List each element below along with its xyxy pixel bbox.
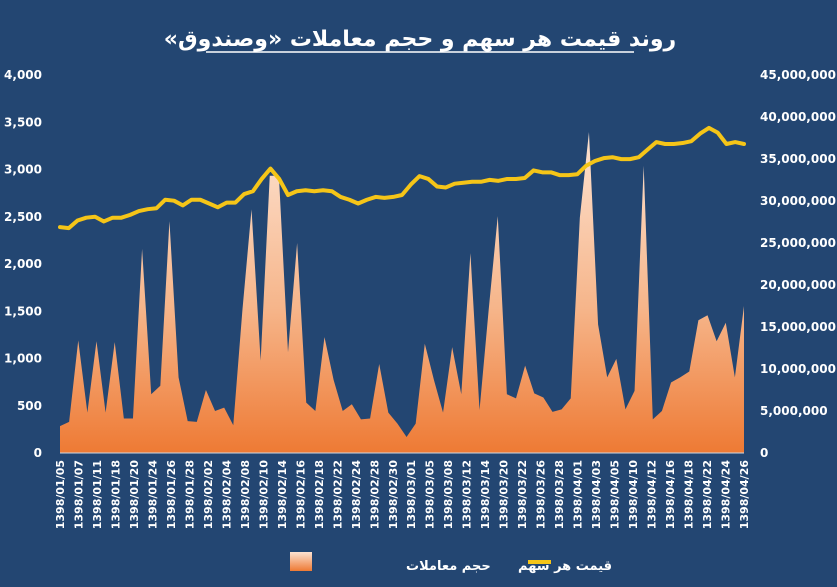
x-tick-label-15: 1398/02/22 bbox=[331, 460, 344, 529]
x-tick-label-19: 1398/03/01 bbox=[405, 460, 418, 529]
x-tick-label-6: 1398/01/26 bbox=[165, 460, 178, 530]
x-tick-label-33: 1398/04/16 bbox=[664, 460, 677, 530]
left-tick-label-7: 3,500 bbox=[4, 115, 42, 129]
left-tick-label-3: 1,500 bbox=[4, 304, 42, 318]
x-tick-label-29: 1398/04/03 bbox=[590, 460, 603, 529]
right-tick-label-7: 35,000,000 bbox=[760, 152, 836, 166]
right-tick-label-8: 40,000,000 bbox=[760, 110, 836, 124]
x-tick-label-20: 1398/03/05 bbox=[424, 460, 437, 529]
x-tick-label-4: 1398/01/20 bbox=[128, 460, 141, 530]
x-tick-label-13: 1398/02/16 bbox=[294, 460, 307, 530]
right-tick-label-6: 30,000,000 bbox=[760, 194, 836, 208]
x-tick-label-24: 1398/03/20 bbox=[498, 460, 511, 530]
right-tick-label-3: 15,000,000 bbox=[760, 320, 836, 334]
right-tick-label-0: 0 bbox=[760, 446, 768, 460]
left-tick-label-0: 0 bbox=[34, 446, 42, 460]
x-tick-label-30: 1398/04/05 bbox=[609, 460, 622, 529]
volume-area bbox=[60, 132, 744, 453]
x-tick-label-32: 1398/04/12 bbox=[646, 460, 659, 529]
x-tick-label-34: 1398/04/18 bbox=[683, 460, 696, 529]
x-tick-label-25: 1398/03/22 bbox=[516, 460, 529, 529]
right-axis: 0 5,000,000 10,000,000 15,000,000 20,000,000… bbox=[760, 68, 836, 460]
x-tick-label-0: 1398/01/05 bbox=[54, 460, 67, 529]
legend: حجم معاملات قیمت هر سهم bbox=[290, 552, 612, 574]
x-tick-label-12: 1398/02/14 bbox=[276, 460, 289, 530]
x-axis: 1398/01/05 1398/01/07 1398/01/11 1398/01/18… bbox=[54, 452, 751, 530]
x-tick-label-14: 1398/02/18 bbox=[313, 460, 326, 529]
x-tick-label-16: 1398/02/24 bbox=[350, 460, 363, 530]
left-axis: 0 500 1,000 1,500 2,000 2,500 3,000 3,500 4,000 bbox=[4, 68, 42, 460]
price-line bbox=[58, 125, 746, 231]
volume-series bbox=[60, 132, 744, 453]
x-tick-label-9: 1398/02/04 bbox=[220, 460, 233, 530]
right-tick-label-9: 45,000,000 bbox=[760, 68, 836, 82]
x-tick-label-36: 1398/04/24 bbox=[720, 460, 733, 530]
right-tick-label-2: 10,000,000 bbox=[760, 362, 836, 376]
x-tick-label-26: 1398/03/26 bbox=[535, 460, 548, 530]
x-tick-label-11: 1398/02/10 bbox=[257, 460, 270, 530]
x-tick-label-5: 1398/01/24 bbox=[146, 460, 159, 530]
x-tick-label-28: 1398/04/01 bbox=[572, 460, 585, 529]
left-tick-label-2: 1,000 bbox=[4, 352, 42, 366]
left-tick-label-6: 3,000 bbox=[4, 163, 42, 177]
chart-title: روند قیمت هر سهم و حجم معاملات «وصندوق» bbox=[164, 27, 676, 52]
x-tick-label-8: 1398/02/02 bbox=[202, 460, 215, 529]
x-tick-label-3: 1398/01/18 bbox=[109, 460, 122, 529]
left-tick-label-8: 4,000 bbox=[4, 68, 42, 82]
x-tick-label-2: 1398/01/11 bbox=[91, 460, 104, 529]
x-tick-label-22: 1398/03/12 bbox=[461, 460, 474, 529]
legend-item-price: قیمت هر سهم bbox=[518, 559, 612, 574]
x-tick-label-23: 1398/03/14 bbox=[479, 460, 492, 530]
x-tick-label-35: 1398/04/22 bbox=[701, 460, 714, 529]
x-tick-label-27: 1398/03/28 bbox=[553, 460, 566, 529]
left-tick-label-5: 2,500 bbox=[4, 210, 42, 224]
legend-label-volume: حجم معاملات bbox=[406, 559, 491, 574]
left-tick-label-1: 500 bbox=[17, 399, 42, 413]
x-tick-label-21: 1398/03/08 bbox=[442, 460, 455, 529]
x-tick-label-18: 1398/02/30 bbox=[387, 460, 400, 530]
x-tick-label-31: 1398/04/10 bbox=[627, 460, 640, 530]
left-tick-label-4: 2,000 bbox=[4, 257, 42, 271]
right-tick-label-1: 5,000,000 bbox=[760, 404, 828, 418]
price-series bbox=[58, 125, 746, 231]
right-tick-label-5: 25,000,000 bbox=[760, 236, 836, 250]
x-tick-label-1: 1398/01/07 bbox=[72, 460, 85, 529]
legend-item-volume: حجم معاملات bbox=[290, 552, 491, 574]
x-tick-label-10: 1398/02/08 bbox=[239, 460, 252, 529]
x-tick-label-37: 1398/04/26 bbox=[738, 460, 751, 530]
legend-swatch-volume bbox=[290, 552, 312, 571]
x-tick-label-7: 1398/01/28 bbox=[183, 460, 196, 529]
right-tick-label-4: 20,000,000 bbox=[760, 278, 836, 292]
x-tick-label-17: 1398/02/28 bbox=[368, 460, 381, 529]
